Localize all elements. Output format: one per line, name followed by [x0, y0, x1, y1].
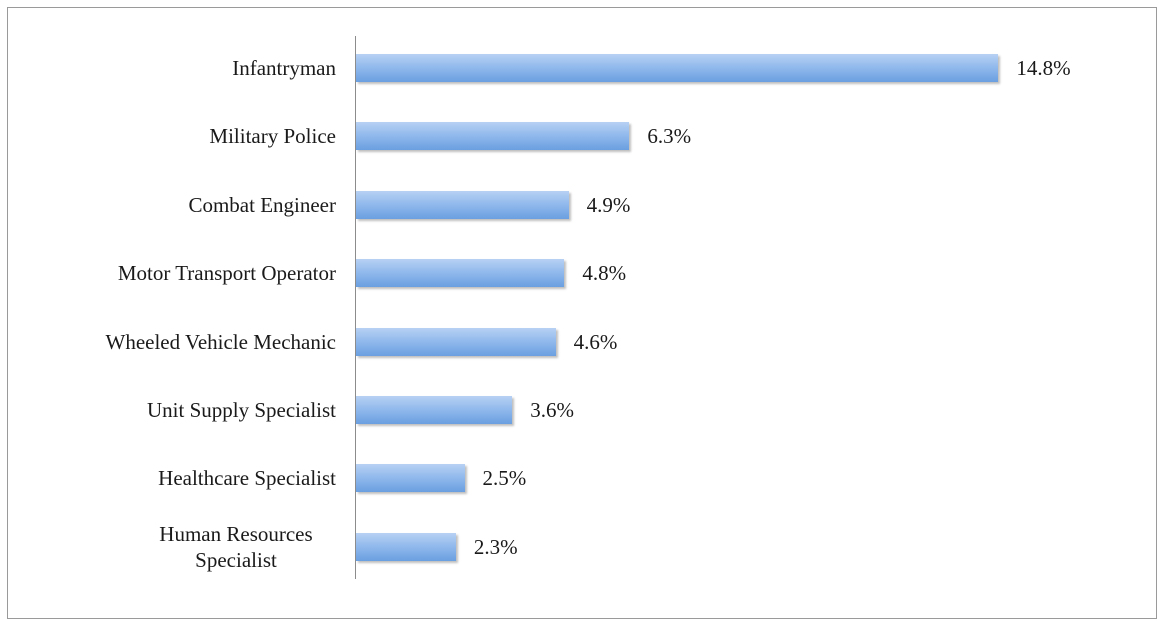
category-label: Infantryman	[232, 34, 336, 102]
value-label: 4.9%	[586, 192, 631, 217]
bar	[356, 54, 999, 82]
bar	[356, 259, 565, 288]
category-text: Wheeled Vehicle Mechanic	[105, 329, 337, 354]
value-label: 6.3%	[647, 124, 692, 149]
value-label: 4.8%	[582, 261, 627, 286]
category-label: Combat Engineer	[188, 171, 336, 239]
category-label: Military Police	[209, 102, 336, 170]
category-text: Infantryman	[232, 56, 336, 80]
value-label: 2.5%	[482, 466, 527, 491]
bar	[356, 122, 630, 151]
value-label: 3.6%	[530, 398, 574, 422]
category-text: Military Police	[209, 124, 336, 149]
value-label: 14.8%	[1016, 56, 1071, 80]
category-label: Human Resources Specialist	[136, 513, 336, 581]
bar	[356, 327, 556, 356]
category-text: Healthcare Specialist	[158, 466, 336, 491]
category-label: Wheeled Vehicle Mechanic	[106, 308, 337, 376]
chart: Infantryman 14.8% Military Police 6.3% Comba…	[7, 7, 1157, 619]
category-text: Combat Engineer	[188, 192, 336, 217]
bar	[356, 532, 456, 561]
bar	[356, 190, 569, 219]
category-text: Human Resources Specialist	[159, 521, 313, 572]
bar	[356, 396, 513, 424]
category-label: Motor Transport Operator	[118, 239, 336, 307]
category-label: Healthcare Specialist	[158, 444, 336, 512]
bar	[356, 464, 465, 493]
category-text: Unit Supply Specialist	[147, 398, 336, 422]
value-label: 4.6%	[573, 329, 618, 354]
category-label: Unit Supply Specialist	[147, 376, 336, 444]
category-axis	[355, 36, 356, 579]
category-text: Motor Transport Operator	[117, 261, 336, 286]
value-label: 2.3%	[473, 534, 518, 559]
